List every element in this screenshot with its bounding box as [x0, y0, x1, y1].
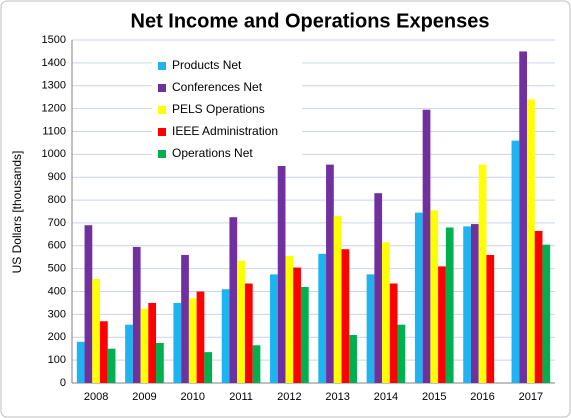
y-tick-label: 300	[48, 308, 66, 320]
x-tick-label: 2011	[229, 391, 253, 403]
bar	[422, 109, 431, 383]
bar	[300, 286, 309, 383]
bar	[333, 216, 342, 383]
y-tick-label: 800	[48, 194, 66, 206]
bar	[252, 345, 261, 383]
y-tick-label: 200	[48, 331, 66, 343]
bar	[326, 164, 334, 383]
bar	[173, 302, 182, 383]
legend-label: Products Net	[172, 58, 242, 72]
y-tick-label: 1200	[42, 103, 66, 115]
bar	[519, 51, 527, 383]
bar	[293, 267, 301, 383]
legend-swatch	[158, 62, 166, 70]
legend-label: IEEE Administration	[172, 124, 278, 138]
bar	[76, 341, 85, 383]
chart-title: Net Income and Operations Expenses	[131, 10, 490, 32]
bar	[389, 283, 398, 383]
bar	[341, 249, 350, 383]
y-tick-label: 600	[48, 240, 66, 252]
bar	[366, 274, 375, 383]
bar	[486, 254, 495, 383]
x-tick-label: 2013	[325, 391, 349, 403]
bar	[107, 348, 116, 383]
bar	[470, 224, 479, 383]
y-tick-label: 100	[48, 354, 66, 366]
y-tick-label: 1500	[42, 34, 66, 46]
y-tick-label: 1300	[42, 80, 66, 92]
bar	[140, 308, 149, 383]
bar	[445, 227, 454, 383]
bar	[478, 164, 487, 383]
bar	[156, 342, 164, 383]
bar	[196, 291, 205, 383]
bar	[204, 352, 213, 383]
legend-box	[152, 54, 302, 166]
bar	[100, 321, 108, 383]
legend-swatch	[158, 84, 166, 92]
y-tick-label: 1000	[42, 148, 66, 160]
bar	[349, 334, 357, 383]
bar	[237, 260, 245, 383]
bar	[382, 242, 390, 383]
bar	[430, 210, 439, 383]
x-tick-label: 2016	[470, 391, 494, 403]
bar	[414, 212, 423, 383]
bar	[526, 99, 535, 383]
legend-label: PELS Operations	[172, 102, 265, 116]
bar	[270, 274, 278, 383]
bar	[285, 256, 294, 383]
y-tick-label: 0	[60, 377, 66, 389]
y-axis-label: US Dollars [thousands]	[10, 151, 24, 274]
x-tick-label: 2010	[181, 391, 205, 403]
bar	[542, 244, 551, 383]
x-tick-label: 2015	[422, 391, 446, 403]
bar	[148, 302, 157, 383]
bar	[229, 217, 238, 383]
y-tick-label: 900	[48, 171, 66, 183]
bar	[125, 324, 133, 383]
legend-label: Operations Net	[172, 146, 253, 160]
x-tick-label: 2014	[374, 391, 398, 403]
bar	[181, 254, 189, 383]
bar	[318, 253, 327, 383]
bar	[511, 140, 520, 383]
bar	[244, 283, 253, 383]
legend-label: Conferences Net	[172, 80, 263, 94]
bar	[92, 278, 101, 383]
y-tick-label: 1400	[42, 57, 66, 69]
bar	[463, 226, 471, 383]
y-tick-label: 500	[48, 263, 66, 275]
y-tick-label: 700	[48, 217, 66, 229]
legend-swatch	[158, 106, 166, 114]
bar	[132, 246, 141, 383]
bar	[277, 163, 286, 383]
legend-swatch	[158, 128, 166, 136]
bar	[397, 324, 406, 383]
bar	[221, 289, 230, 383]
x-tick-label: 2008	[84, 391, 108, 403]
x-tick-label: 2017	[519, 391, 543, 403]
y-tick-label: 1100	[42, 125, 66, 137]
x-tick-label: 2012	[277, 391, 301, 403]
legend-swatch	[158, 150, 166, 158]
x-tick-label: 2009	[132, 391, 156, 403]
bar	[84, 225, 93, 383]
bar	[374, 193, 383, 383]
y-tick-label: 400	[48, 285, 66, 297]
bar	[188, 298, 197, 383]
bar	[438, 266, 446, 383]
bar	[534, 230, 543, 383]
